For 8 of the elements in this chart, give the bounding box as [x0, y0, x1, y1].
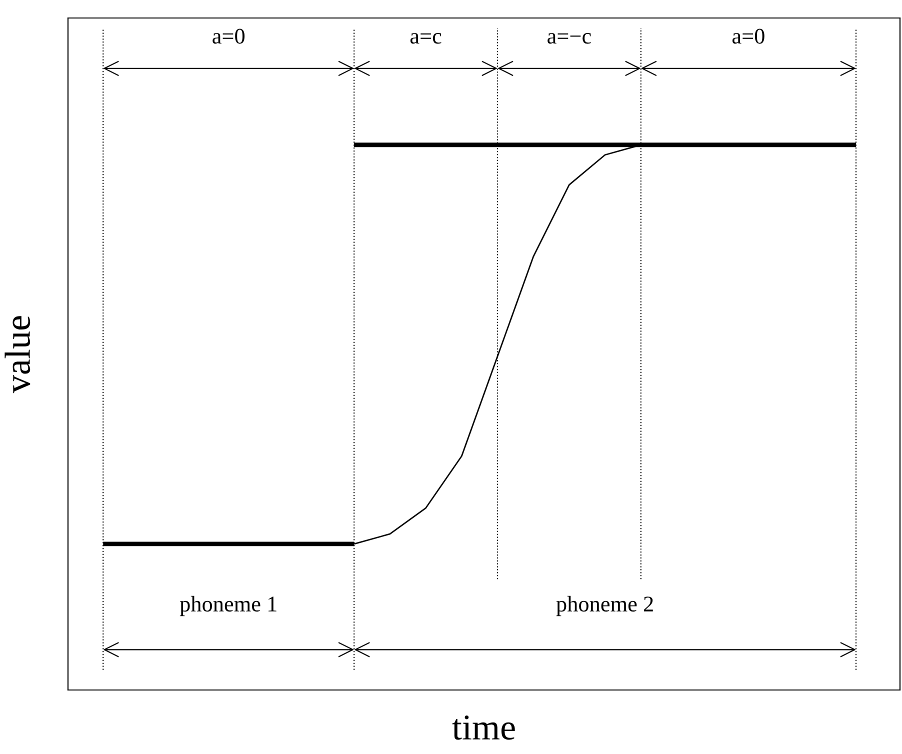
text: a=0: [732, 28, 764, 44]
text: a=c: [410, 33, 442, 44]
text: a=−c: [548, 33, 591, 44]
y-axis-title: value: [4, 316, 30, 394]
text: phoneme 1: [180, 596, 276, 616]
text: phoneme 2: [556, 596, 653, 616]
x-axis-title: time: [452, 715, 515, 740]
text: a=0: [212, 28, 245, 44]
